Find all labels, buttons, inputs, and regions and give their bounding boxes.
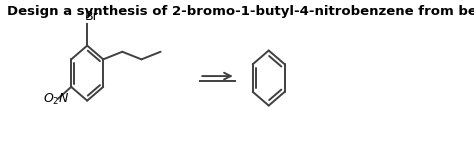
Text: $O_2N$: $O_2N$ xyxy=(44,92,70,107)
Text: Br: Br xyxy=(84,10,98,23)
Text: Design a synthesis of 2-bromo-1-butyl-4-nitrobenzene from benzene.: Design a synthesis of 2-bromo-1-butyl-4-… xyxy=(7,5,474,18)
